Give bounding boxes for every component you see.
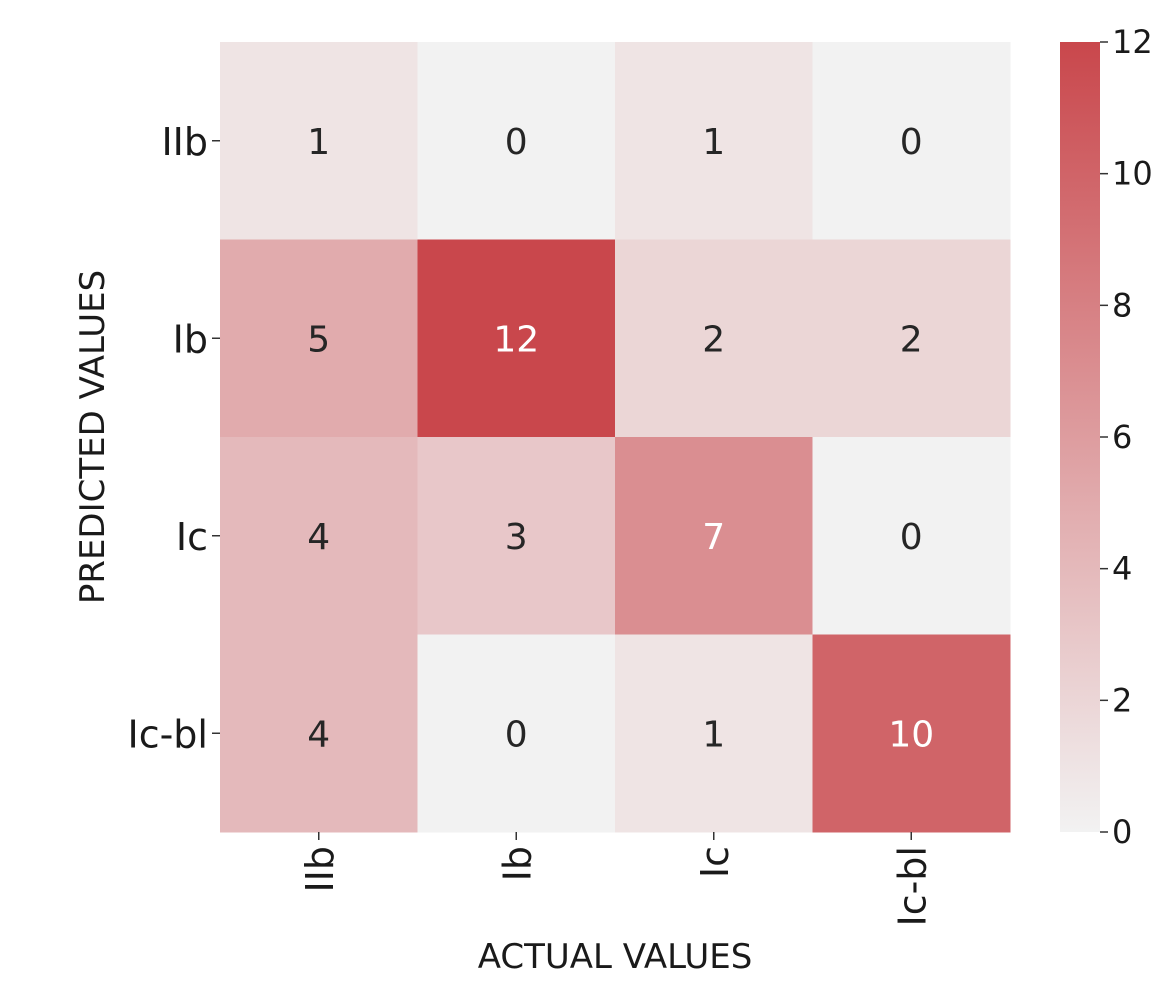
heatmap-cells (220, 42, 1011, 833)
cell-value-label-r2-c1: 3 (505, 517, 528, 558)
heatmap-cell-r3-c1 (417, 634, 616, 833)
colorbar: 0 2 4 6 8 10 12 (1060, 23, 1153, 851)
cell-value-label-r1-c3: 2 (900, 319, 923, 360)
cell-value-label-r0-c2: 1 (702, 122, 725, 163)
heatmap-cell-r0-c0 (220, 42, 418, 240)
x-tick-label-2: Ic (693, 846, 737, 878)
y-axis-ticks: IIb Ib Ic Ic-bl (128, 120, 220, 756)
colorbar-tick-label-3: 6 (1112, 418, 1132, 456)
cell-value-label-r0-c0: 1 (307, 122, 330, 163)
cell-value-label-r3-c3: 10 (888, 714, 934, 755)
cell-value-label-r2-c0: 4 (307, 517, 330, 558)
cell-value-label-r3-c0: 4 (307, 714, 330, 755)
colorbar-tick-label-0: 0 (1112, 813, 1132, 851)
x-axis-title: ACTUAL VALUES (478, 937, 753, 977)
heatmap-cell-r1-c3 (812, 239, 1011, 438)
colorbar-tick-label-1: 2 (1112, 681, 1132, 719)
cell-value-label-r2-c2: 7 (702, 517, 725, 558)
colorbar-tick-label-4: 8 (1112, 286, 1132, 324)
colorbar-tick-label-5: 10 (1112, 155, 1153, 193)
y-tick-label-1: Ib (173, 317, 208, 361)
cell-value-label-r1-c2: 2 (702, 319, 725, 360)
cell-value-label-r2-c3: 0 (900, 517, 923, 558)
heatmap-cell-labels: 1 0 1 05 12 2 24 3 7 04 0 1 10 (307, 122, 934, 756)
colorbar-gradient (1060, 42, 1100, 832)
heatmap-cell-r2-c1 (417, 437, 616, 635)
heatmap-cell-r2-c0 (220, 437, 418, 635)
y-tick-label-2: Ic (176, 515, 208, 559)
x-tick-label-0: IIb (298, 846, 342, 893)
y-tick-label-3: Ic-bl (128, 712, 209, 756)
heatmap-cell-r0-c1 (417, 42, 616, 240)
y-axis-title: PREDICTED VALUES (73, 270, 113, 604)
heatmap-cell-r0-c2 (615, 42, 813, 240)
heatmap-cell-r0-c3 (812, 42, 1011, 240)
heatmap-cell-r3-c0 (220, 634, 418, 833)
cell-value-label-r0-c3: 0 (900, 122, 923, 163)
heatmap-cell-r1-c0 (220, 239, 418, 438)
cell-value-label-r3-c2: 1 (702, 714, 725, 755)
cell-value-label-r0-c1: 0 (505, 122, 528, 163)
heatmap-cell-r1-c1 (417, 239, 616, 438)
x-tick-label-3: Ic-bl (890, 846, 934, 927)
heatmap-cell-r3-c2 (615, 634, 813, 833)
cell-value-label-r1-c0: 5 (307, 319, 330, 360)
cell-value-label-r1-c1: 12 (493, 319, 539, 360)
x-tick-label-1: Ib (495, 846, 539, 881)
heatmap-cell-r3-c3 (812, 634, 1011, 833)
heatmap-cell-r2-c3 (812, 437, 1011, 635)
y-tick-label-0: IIb (161, 120, 208, 164)
colorbar-tick-label-2: 4 (1112, 550, 1132, 588)
heatmap-cell-r2-c2 (615, 437, 813, 635)
heatmap-cell-r1-c2 (615, 239, 813, 438)
x-axis-ticks: IIb Ib Ic Ic-bl (298, 832, 934, 927)
cell-value-label-r3-c1: 0 (505, 714, 528, 755)
colorbar-tick-label-6: 12 (1112, 23, 1153, 61)
